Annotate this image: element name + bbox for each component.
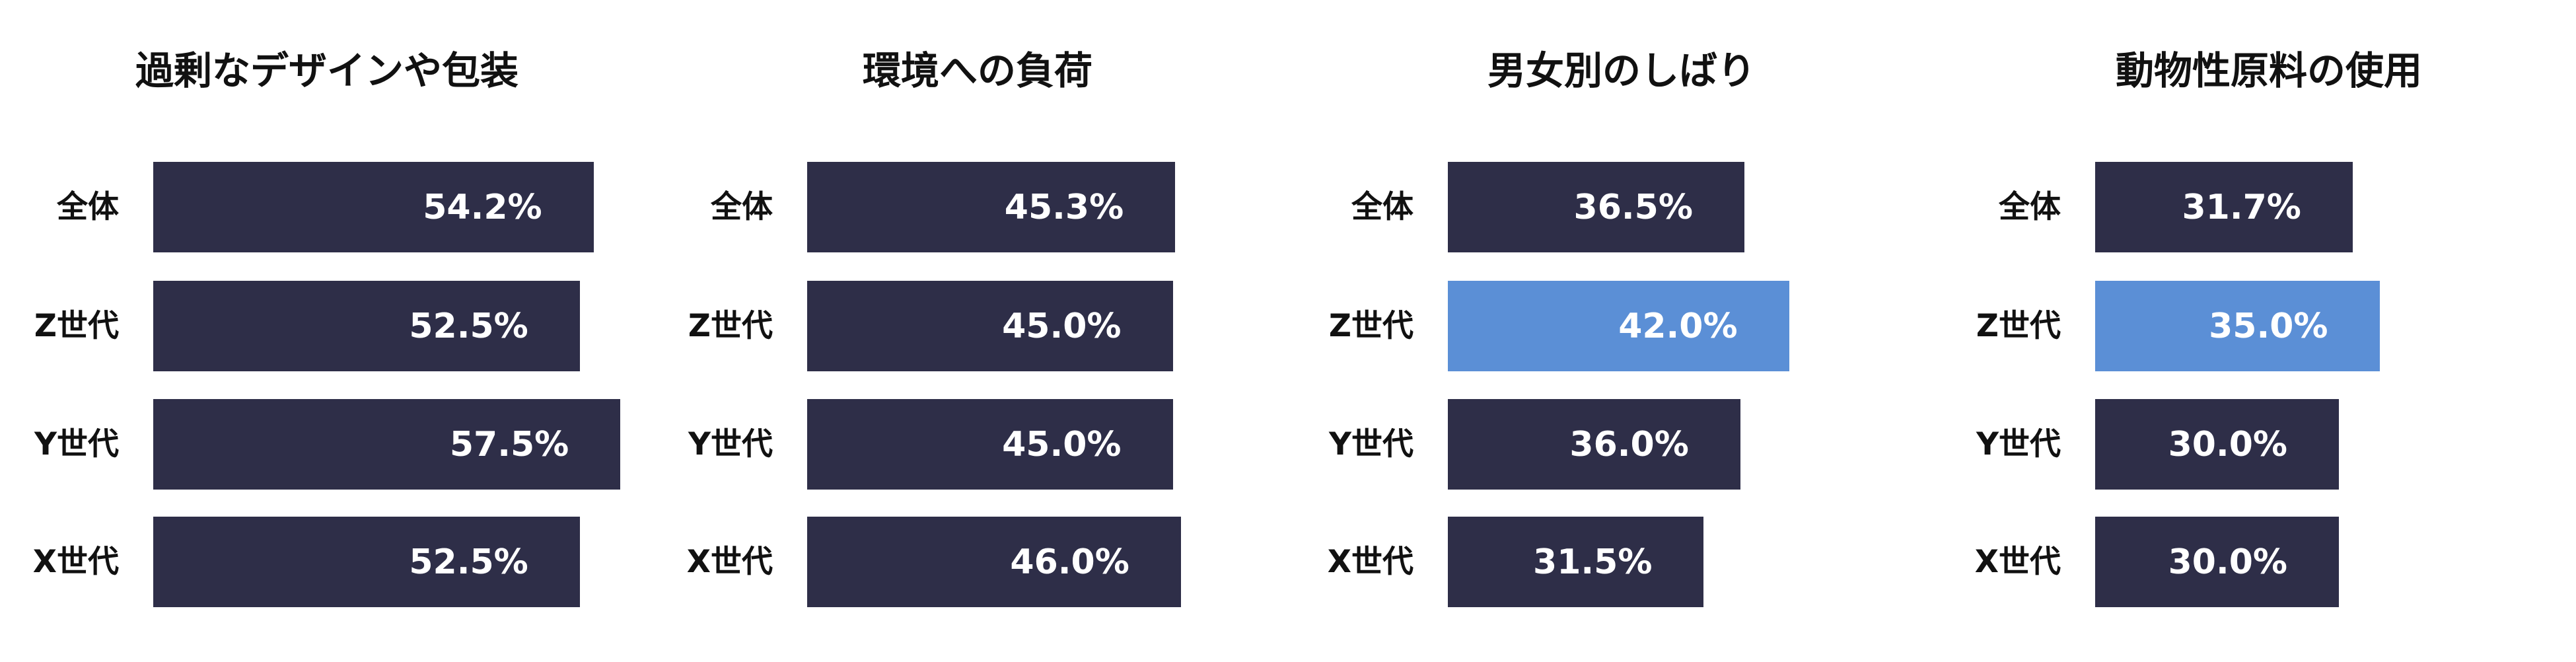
bar	[2095, 281, 2380, 371]
bar	[2095, 162, 2353, 252]
data-label: 57.5%	[449, 424, 569, 464]
data-label: 36.5%	[1573, 187, 1693, 227]
data-label: 42.0%	[1618, 306, 1738, 346]
data-label: 45.3%	[1004, 187, 1124, 227]
category-label: Z世代	[688, 307, 773, 344]
category-label: 全体	[1351, 188, 1413, 225]
category-label: Z世代	[1976, 307, 2061, 344]
bar	[1448, 162, 1744, 252]
bar	[807, 517, 1181, 607]
category-label: Y世代	[1328, 425, 1413, 462]
data-label: 31.7%	[2182, 187, 2301, 227]
bar	[153, 399, 621, 490]
bar	[1448, 399, 1740, 490]
category-label: Y世代	[1976, 425, 2061, 462]
data-label: 52.5%	[409, 542, 528, 582]
category-label: Y世代	[688, 425, 773, 462]
bar	[153, 517, 580, 607]
bar	[2095, 399, 2339, 490]
chart-title: 過剰なデザインや包装	[135, 48, 519, 93]
chart-title: 環境への負荷	[862, 48, 1093, 93]
category-label: 全体	[1999, 188, 2061, 225]
chart-title: 動物性原料の使用	[2115, 48, 2423, 93]
data-label: 31.5%	[1533, 542, 1653, 582]
bar	[2095, 517, 2339, 607]
bar	[807, 281, 1173, 371]
bar	[807, 399, 1173, 490]
category-label: Z世代	[34, 307, 119, 344]
data-label: 54.2%	[423, 187, 542, 227]
category-label: Z世代	[1328, 307, 1413, 344]
category-label: X世代	[1974, 543, 2061, 580]
chart-title: 男女別のしばり	[1487, 48, 1756, 93]
category-label: 全体	[57, 188, 119, 225]
data-label: 52.5%	[409, 306, 528, 346]
category-label: X世代	[32, 543, 119, 580]
category-label: 全体	[711, 188, 773, 225]
data-label: 46.0%	[1010, 542, 1129, 582]
data-label: 45.0%	[1002, 424, 1122, 464]
bar	[807, 162, 1176, 252]
bar	[1448, 517, 1704, 607]
data-label: 35.0%	[2209, 306, 2328, 346]
data-label: 30.0%	[2168, 542, 2287, 582]
bar	[153, 162, 594, 252]
data-label: 30.0%	[2168, 424, 2287, 464]
data-label: 45.0%	[1002, 306, 1122, 346]
bar	[153, 281, 580, 371]
bar	[1448, 281, 1789, 371]
category-label: X世代	[1327, 543, 1413, 580]
category-label: X世代	[686, 543, 773, 580]
data-label: 36.0%	[1569, 424, 1689, 464]
category-label: Y世代	[34, 425, 119, 462]
